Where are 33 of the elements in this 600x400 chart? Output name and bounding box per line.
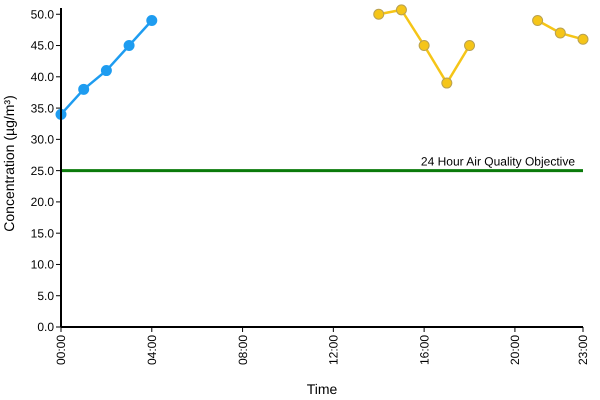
y-tick-label: 5.0 [37, 288, 54, 303]
x-tick-label: 16:00 [417, 334, 432, 366]
y-tick-label: 10.0 [30, 258, 54, 272]
y-tick-label: 45.0 [30, 38, 54, 53]
point [124, 40, 135, 52]
point [441, 78, 452, 89]
y-tick-label: 50.0 [30, 7, 54, 22]
y-tick-label: 25.0 [30, 164, 54, 178]
point [418, 40, 430, 52]
x-axis-title: Time [306, 381, 338, 397]
y-tick-label: 15.0 [30, 226, 54, 240]
y-axis-title: Concentration (µg/m³) [1, 95, 17, 232]
y-tick-label: 0.0 [37, 320, 54, 334]
point [146, 15, 158, 26]
y-tick-label: 20.0 [30, 195, 54, 210]
point [578, 34, 588, 45]
ref-line-label: 24 Hour Air Quality Objective [420, 154, 576, 169]
x-tick-label: 20:00 [508, 334, 522, 366]
y-tick-label: 35.0 [30, 101, 54, 116]
point [532, 15, 544, 26]
x-tick-label: 12:00 [326, 334, 341, 366]
y-tick-label: 40.0 [30, 70, 54, 84]
x-tick-label: 08:00 [236, 334, 250, 366]
point [464, 40, 476, 52]
point [100, 65, 112, 76]
x-tick-label: 23:00 [576, 334, 590, 366]
point [396, 4, 407, 16]
x-tick-label: 00:00 [54, 334, 68, 366]
x-tick-label: 04:00 [144, 334, 159, 366]
y-tick-label: 30.0 [30, 132, 54, 147]
point [373, 8, 384, 20]
point [78, 84, 90, 95]
point [554, 28, 566, 39]
